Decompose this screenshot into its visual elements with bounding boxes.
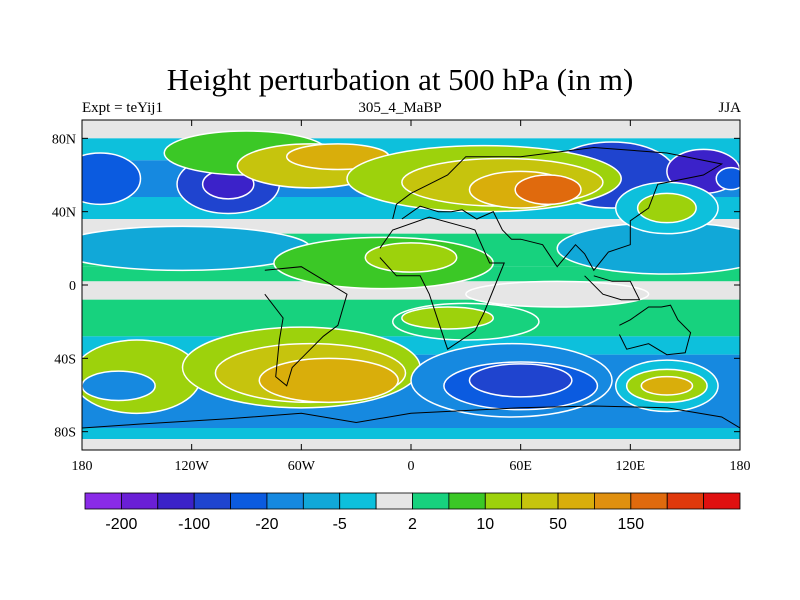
colorbar-swatch bbox=[339, 492, 377, 510]
anomaly-region bbox=[640, 375, 694, 396]
anomaly-region bbox=[468, 363, 573, 398]
colorbar-swatch bbox=[84, 492, 122, 510]
anomaly-region bbox=[514, 174, 582, 206]
colorbar-label: -20 bbox=[255, 516, 278, 533]
anomaly-region bbox=[364, 242, 458, 273]
anomaly-region bbox=[636, 192, 697, 224]
x-tick-label: 180 bbox=[72, 459, 93, 474]
subtitle-right: JJA bbox=[718, 100, 741, 116]
coastline-segment bbox=[264, 266, 348, 387]
y-tick-label: 0 bbox=[69, 279, 76, 294]
colorbar-label: 150 bbox=[617, 516, 644, 533]
coastline-outline bbox=[82, 146, 740, 429]
colorbar: -200 -100 -20 -5 2 10 50 150 bbox=[84, 492, 741, 533]
plot-area bbox=[82, 120, 740, 450]
x-tick-label: 120W bbox=[175, 459, 210, 474]
colorbar-swatch bbox=[412, 492, 450, 510]
colorbar-swatch bbox=[594, 492, 632, 510]
y-tick-label: 40S bbox=[54, 352, 76, 367]
colorbar-label: -5 bbox=[333, 516, 347, 533]
colorbar-swatch bbox=[193, 492, 231, 510]
coastline-segment bbox=[379, 216, 505, 350]
coastline-segment bbox=[392, 146, 724, 272]
anomaly-region bbox=[82, 152, 142, 206]
colorbar-label: 2 bbox=[408, 516, 417, 533]
colorbar-swatch bbox=[521, 492, 559, 510]
chart-title: Height perturbation at 500 hPa (in m) bbox=[166, 62, 634, 97]
colorbar-label: -200 bbox=[105, 516, 137, 533]
y-tick-label: 80N bbox=[52, 132, 76, 147]
colorbar-swatch bbox=[703, 492, 741, 510]
y-tick-label: 40N bbox=[52, 206, 76, 221]
colorbar-swatch bbox=[230, 492, 268, 510]
colorbar-swatch bbox=[120, 492, 159, 510]
colorbar-label: -100 bbox=[178, 516, 210, 533]
x-tick-label: 60E bbox=[509, 459, 532, 474]
colorbar-swatch bbox=[448, 492, 486, 510]
colorbar-swatch bbox=[266, 492, 304, 510]
colorbar-swatch bbox=[630, 492, 668, 510]
x-tick-label: 0 bbox=[408, 459, 415, 474]
anomaly-region bbox=[715, 166, 740, 191]
x-tick-label: 60W bbox=[288, 459, 316, 474]
colorbar-swatch bbox=[157, 492, 195, 510]
anomaly-region bbox=[465, 280, 650, 308]
coastline-segment bbox=[584, 275, 641, 301]
field-band bbox=[82, 428, 740, 439]
colorbar-swatch bbox=[375, 492, 413, 510]
coastline-segment bbox=[82, 405, 740, 429]
x-tick-label: 180 bbox=[730, 459, 751, 474]
coastline-segment bbox=[618, 304, 692, 356]
anomaly-region bbox=[82, 225, 312, 272]
y-tick-label: 80S bbox=[54, 426, 76, 441]
anomaly-region bbox=[82, 370, 156, 402]
colorbar-swatch bbox=[484, 492, 523, 510]
colorbar-label: 50 bbox=[549, 516, 567, 533]
anomaly-region bbox=[258, 357, 399, 404]
anomaly-region bbox=[401, 306, 494, 330]
colorbar-label: 10 bbox=[476, 516, 494, 533]
colorbar-swatch bbox=[557, 492, 595, 510]
colorbar-swatch bbox=[666, 492, 705, 510]
subtitle-center: 305_4_MaBP bbox=[358, 100, 442, 116]
colorbar-swatch bbox=[302, 492, 341, 510]
subtitle-left: Expt = teYij1 bbox=[82, 100, 163, 116]
x-tick-label: 120E bbox=[616, 459, 646, 474]
